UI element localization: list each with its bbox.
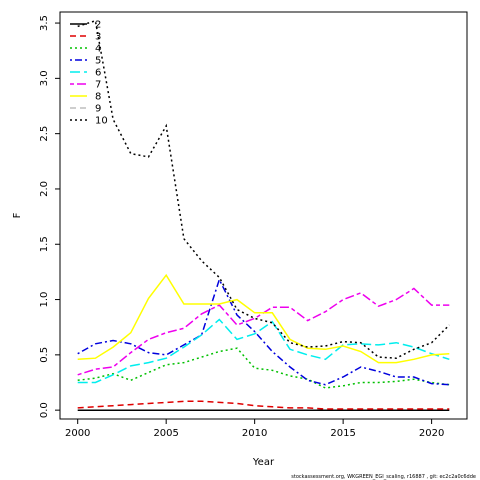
legend-label-5: 5: [95, 56, 101, 67]
y-tick-label: 2.5: [39, 126, 50, 142]
series-layer: [77, 19, 450, 411]
y-tick-label: 0.0: [39, 402, 50, 418]
x-tick-label: 2020: [419, 428, 444, 439]
y-tick-label: 0.5: [39, 347, 50, 363]
footnote: stockassessment.org, WKGREEN_EGI_scaling…: [291, 474, 476, 480]
y-tick-label: 3.0: [39, 70, 50, 86]
series-line-3: [77, 400, 450, 410]
x-axis-title: Year: [252, 457, 275, 468]
legend-label-9: 9: [95, 104, 101, 115]
series-line-5: [77, 277, 450, 386]
y-tick-label: 2.0: [39, 181, 50, 197]
legend-label-8: 8: [95, 92, 101, 103]
legend-label-2: 2: [95, 20, 101, 31]
x-tick-label: 2010: [242, 428, 267, 439]
x-tick-label: 2000: [65, 428, 90, 439]
legend-label-6: 6: [95, 68, 101, 79]
plot-frame: [59, 11, 468, 420]
x-tick-label: 2015: [330, 428, 355, 439]
series-line-6: [77, 318, 450, 384]
x-tick-label: 2005: [153, 428, 178, 439]
series-line-10: [77, 19, 450, 359]
legend-label-3: 3: [95, 32, 101, 43]
legend-label-4: 4: [95, 44, 101, 55]
legend-label-10: 10: [95, 116, 108, 127]
y-axis-title: F: [12, 212, 23, 218]
axis-layer: 2000 2005 2010 2015 2020 0.0 0.5 1.0 1.5 2.0 2.5 3.…: [39, 15, 444, 439]
series-line-8: [77, 273, 450, 364]
legend-label-7: 7: [95, 80, 101, 91]
y-tick-label: 1.5: [39, 236, 50, 252]
y-tick-label: 3.5: [39, 15, 50, 31]
y-tick-label: 1.0: [39, 292, 50, 308]
